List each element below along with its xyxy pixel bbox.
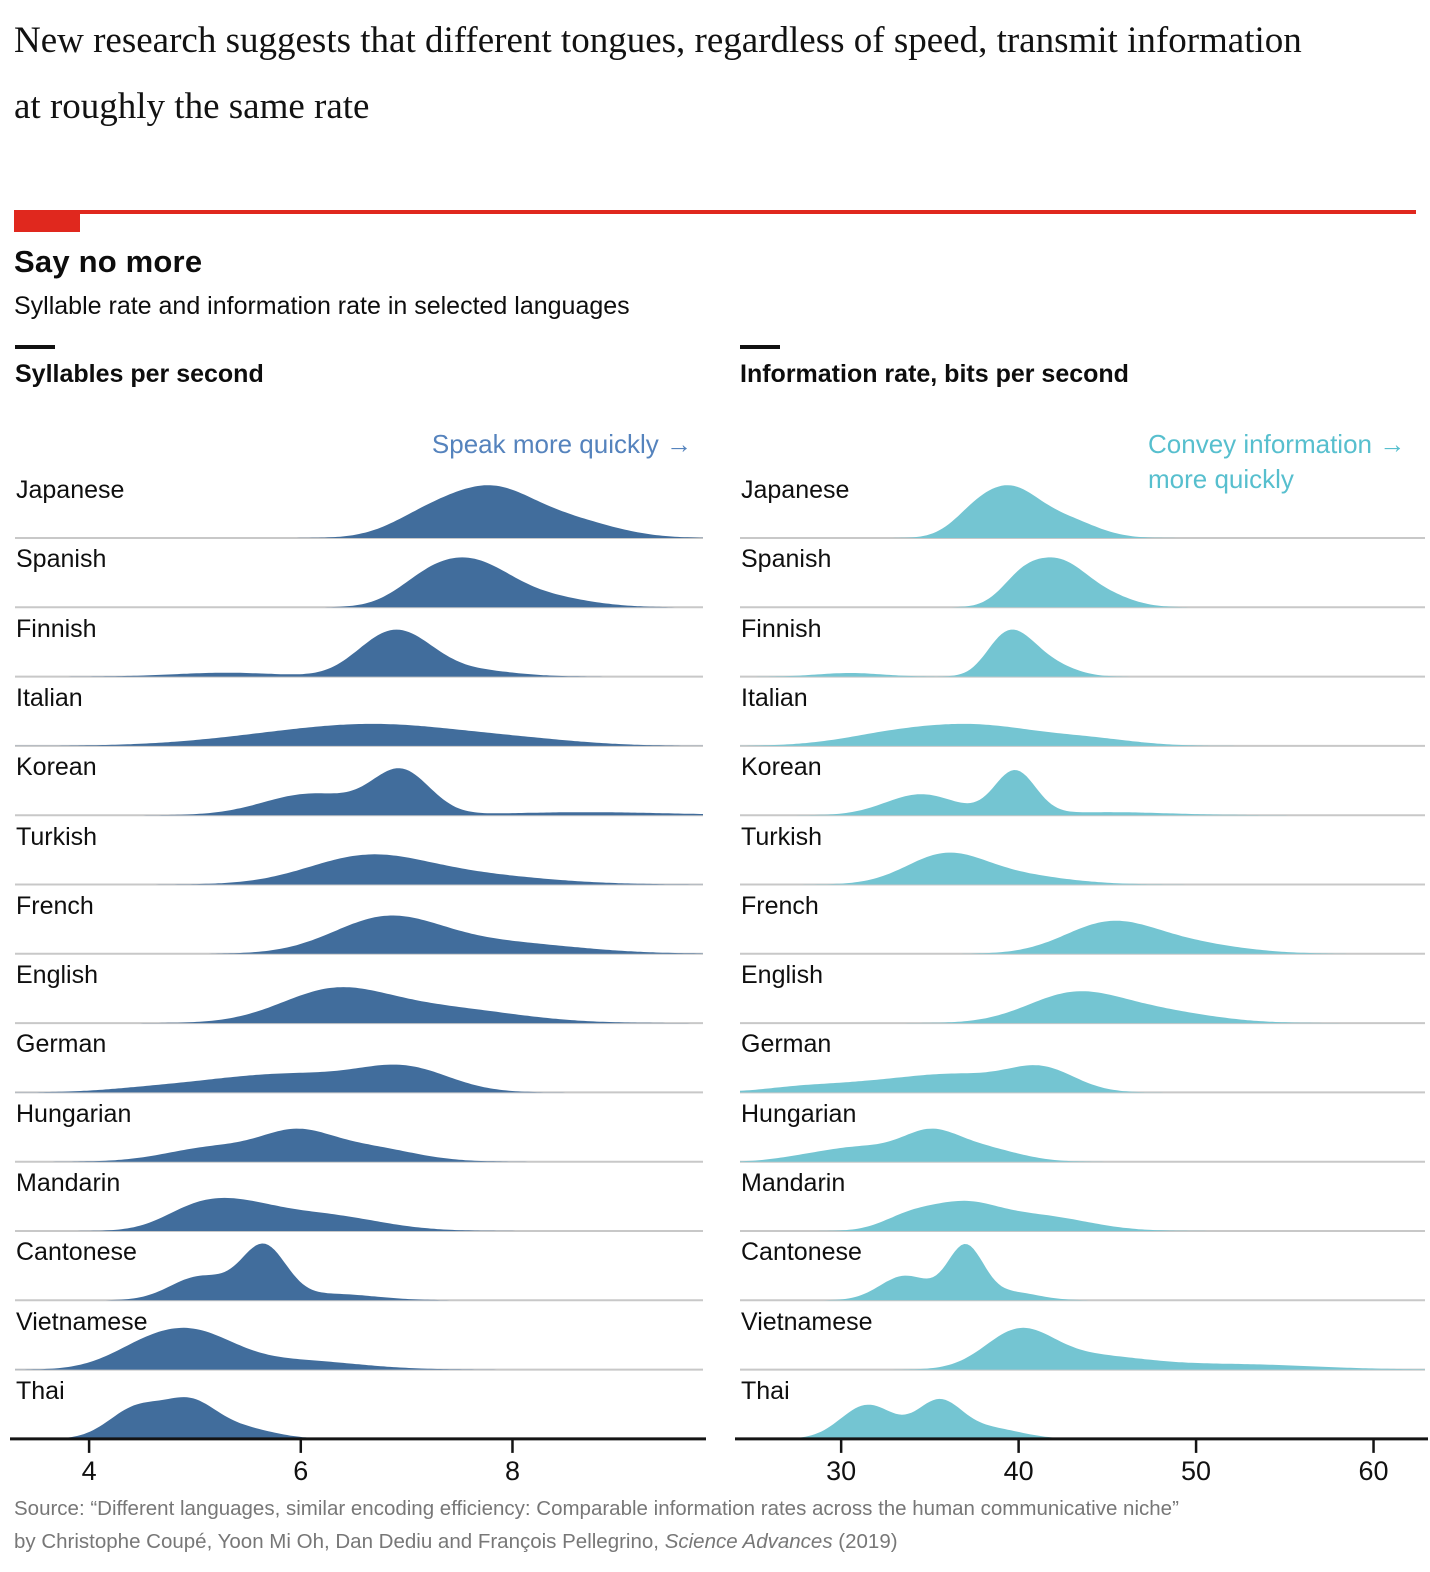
density-mandarin-syllables bbox=[15, 1197, 703, 1231]
right-panel-title: Information rate, bits per second bbox=[740, 360, 1129, 388]
density-turkish-syllables bbox=[15, 854, 703, 885]
row-label-finnish-right: Finnish bbox=[741, 614, 822, 643]
row-label-german-left: German bbox=[16, 1030, 107, 1059]
density-finnish-syllables bbox=[15, 629, 703, 677]
annotation-speak-quickly: Speak more quickly → bbox=[431, 429, 692, 459]
source-line2: by Christophe Coupé, Yoon Mi Oh, Dan Ded… bbox=[14, 1530, 898, 1554]
row-label-vietnamese-left: Vietnamese bbox=[16, 1307, 148, 1336]
density-spanish-info bbox=[740, 557, 1425, 608]
density-cantonese-info bbox=[740, 1244, 1425, 1301]
chart-subtitle: Syllable rate and information rate in se… bbox=[14, 292, 630, 320]
density-japanese-info bbox=[740, 485, 1425, 538]
row-label-thai-left: Thai bbox=[16, 1376, 65, 1405]
source-line1: Source: “Different languages, similar en… bbox=[14, 1497, 1179, 1520]
row-label-vietnamese-right: Vietnamese bbox=[741, 1307, 873, 1336]
density-french-syllables bbox=[15, 915, 703, 954]
density-german-info bbox=[740, 1065, 1425, 1093]
left-panel-dash bbox=[15, 345, 55, 349]
article-headline: New research suggests that different ton… bbox=[14, 20, 1302, 127]
row-label-german-right: German bbox=[741, 1030, 832, 1059]
row-label-spanish-right: Spanish bbox=[741, 545, 832, 574]
annotation-convey-info: Convey information → more quickly bbox=[1148, 427, 1430, 497]
density-vietnamese-syllables bbox=[15, 1327, 703, 1370]
density-finnish-info bbox=[740, 629, 1425, 677]
annotation-convey-line1: Convey information → bbox=[1148, 429, 1406, 459]
axis-tick-label: 30 bbox=[826, 1455, 857, 1486]
density-cantonese-syllables bbox=[15, 1243, 703, 1301]
axis-tick-label: 8 bbox=[504, 1455, 520, 1486]
density-italian-syllables bbox=[15, 723, 703, 746]
row-label-hungarian-left: Hungarian bbox=[16, 1099, 132, 1128]
row-label-italian-right: Italian bbox=[741, 683, 808, 712]
density-thai-syllables bbox=[15, 1397, 703, 1439]
row-label-thai-right: Thai bbox=[741, 1376, 790, 1405]
axis-tick-label: 4 bbox=[81, 1455, 97, 1486]
axis-tick-label: 60 bbox=[1358, 1455, 1389, 1486]
row-label-english-right: English bbox=[741, 961, 823, 990]
density-french-info bbox=[740, 920, 1425, 954]
axis-tick-label: 40 bbox=[1003, 1455, 1034, 1486]
row-label-mandarin-left: Mandarin bbox=[16, 1169, 121, 1197]
accent-rule bbox=[14, 210, 1416, 214]
density-thai-info bbox=[740, 1398, 1425, 1439]
row-label-english-left: English bbox=[16, 961, 98, 990]
density-hungarian-syllables bbox=[15, 1128, 703, 1162]
row-label-japanese-left: Japanese bbox=[16, 476, 125, 504]
density-vietnamese-info bbox=[740, 1327, 1425, 1370]
axis-tick-label: 6 bbox=[293, 1455, 309, 1486]
density-english-syllables bbox=[15, 987, 703, 1024]
density-korean-info bbox=[740, 770, 1425, 816]
row-label-cantonese-left: Cantonese bbox=[16, 1238, 137, 1267]
row-label-french-right: French bbox=[741, 891, 819, 920]
chart-title: Say no more bbox=[14, 244, 203, 279]
row-label-korean-right: Korean bbox=[741, 753, 822, 782]
density-hungarian-info bbox=[740, 1128, 1425, 1162]
density-turkish-info bbox=[740, 852, 1425, 885]
row-label-turkish-right: Turkish bbox=[741, 822, 823, 851]
left-panel-title: Syllables per second bbox=[15, 360, 264, 388]
density-korean-syllables bbox=[15, 768, 703, 816]
density-spanish-syllables bbox=[15, 557, 703, 608]
row-label-spanish-left: Spanish bbox=[16, 545, 107, 574]
row-label-french-left: French bbox=[16, 891, 94, 920]
row-label-mandarin-right: Mandarin bbox=[741, 1169, 846, 1197]
density-italian-info bbox=[740, 723, 1425, 746]
density-japanese-syllables bbox=[15, 485, 703, 538]
row-label-finnish-left: Finnish bbox=[16, 614, 97, 643]
row-label-cantonese-right: Cantonese bbox=[741, 1238, 862, 1267]
annotation-convey-line2: more quickly bbox=[1148, 464, 1294, 495]
density-english-info bbox=[740, 991, 1425, 1024]
row-label-hungarian-right: Hungarian bbox=[741, 1099, 857, 1128]
row-label-italian-left: Italian bbox=[16, 683, 83, 712]
density-mandarin-info bbox=[740, 1200, 1425, 1231]
row-label-japanese-right: Japanese bbox=[741, 476, 850, 504]
row-label-korean-left: Korean bbox=[16, 753, 97, 782]
source-note: Source: “Different languages, similar en… bbox=[14, 1492, 1354, 1558]
accent-block bbox=[14, 210, 80, 232]
density-german-syllables bbox=[15, 1064, 703, 1093]
row-label-turkish-left: Turkish bbox=[16, 822, 98, 851]
axis-tick-label: 50 bbox=[1181, 1455, 1212, 1486]
right-panel-dash bbox=[740, 345, 780, 349]
